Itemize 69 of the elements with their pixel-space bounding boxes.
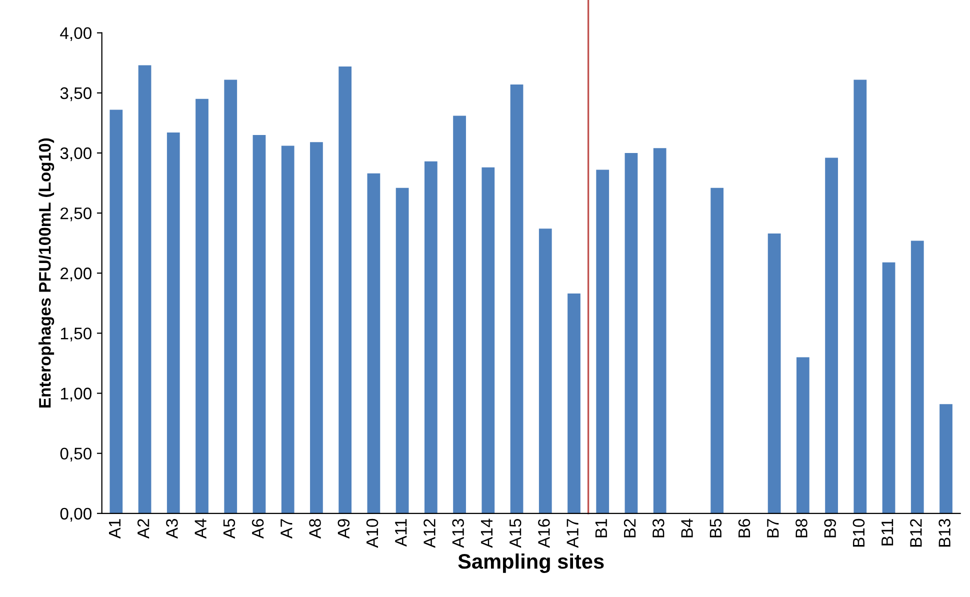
bar	[166, 132, 180, 514]
bar	[424, 161, 438, 514]
x-tick-label: A14	[480, 518, 492, 548]
y-tick-label: 2,50	[60, 207, 92, 222]
bar	[768, 233, 781, 514]
x-tick-label: B2	[624, 519, 636, 538]
bar	[568, 294, 580, 514]
bar	[510, 84, 524, 514]
bar	[310, 142, 323, 514]
x-tick-label: A1	[109, 519, 120, 539]
x-tick-label: B6	[738, 519, 750, 538]
bar	[224, 80, 238, 514]
bar	[854, 80, 867, 514]
bar	[710, 188, 724, 514]
y-tick-label: 0,50	[60, 448, 92, 462]
x-tick-label: A8	[309, 519, 321, 539]
x-tick-label: A17	[566, 519, 578, 548]
x-tick-label: B13	[938, 519, 950, 547]
bar	[653, 148, 666, 514]
x-tick-label: A12	[424, 519, 436, 548]
bar	[796, 357, 810, 514]
x-tick-label: A6	[252, 519, 264, 539]
bar	[596, 170, 610, 514]
x-tick-label: A3	[166, 519, 178, 539]
x-tick-label: B8	[796, 519, 808, 538]
x-tick-label: A11	[395, 519, 407, 547]
bar	[110, 110, 123, 514]
y-tick-label: 3,50	[60, 87, 92, 102]
x-axis-title: Sampling sites	[458, 553, 604, 573]
bar	[281, 146, 294, 514]
x-tick-label: A15	[510, 518, 522, 548]
x-tick-label: A4	[194, 518, 206, 539]
x-tick-label: B3	[652, 519, 664, 538]
x-tick-label: B4	[681, 518, 693, 538]
x-tick-label: A2	[137, 519, 150, 539]
bar	[940, 404, 952, 514]
y-tick-label: 2,00	[60, 268, 92, 282]
x-tick-label: B1	[595, 519, 607, 538]
x-tick-label: A7	[280, 519, 292, 539]
bar	[482, 167, 495, 514]
bar	[396, 188, 409, 514]
x-tick-label: B5	[710, 518, 722, 538]
x-tick-label: B7	[767, 519, 779, 538]
y-tick-label: 0,00	[60, 508, 92, 522]
bar	[196, 98, 208, 514]
x-tick-label: A13	[452, 519, 464, 548]
x-tick-label: B12	[910, 519, 922, 547]
x-tick-label: A9	[338, 519, 350, 539]
bar	[138, 65, 152, 514]
bar	[367, 173, 380, 514]
bar	[882, 262, 896, 514]
y-tick-label: 1,00	[60, 388, 92, 402]
bar	[338, 66, 352, 514]
x-tick-label: A5	[223, 518, 236, 539]
x-tick-label: B10	[852, 518, 865, 547]
x-tick-label: B11	[882, 519, 894, 546]
bar	[910, 240, 924, 514]
y-tick-label: 3,00	[60, 147, 92, 162]
bar	[825, 158, 838, 514]
x-tick-label: A10	[366, 518, 378, 548]
bar	[538, 228, 552, 514]
bar	[453, 116, 466, 514]
bar	[252, 134, 266, 514]
y-tick-label: 4,00	[60, 27, 92, 42]
x-tick-label: A16	[538, 519, 550, 548]
x-tick-label: B9	[824, 519, 836, 538]
y-axis-title: Enterophages PFU/100mL (Log10)	[38, 138, 54, 408]
bar	[624, 152, 638, 514]
y-tick-label: 1,50	[60, 328, 92, 342]
